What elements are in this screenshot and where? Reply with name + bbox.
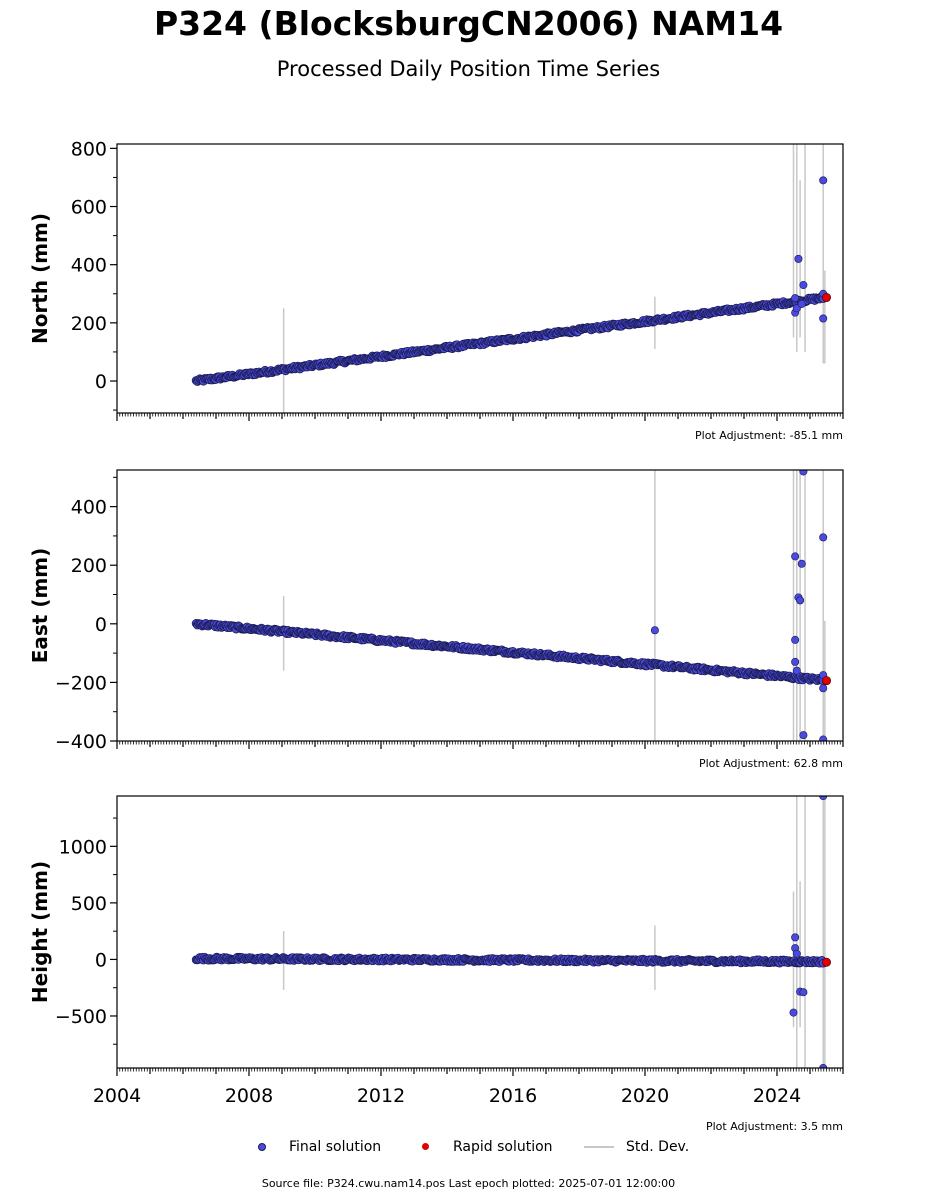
final-outlier-point (789, 1008, 798, 1017)
x-tick-label: 2016 (489, 1085, 537, 1107)
y-tick-label: −500 (55, 1006, 107, 1028)
y-tick-label: 0 (95, 614, 107, 636)
y-tick-label: −200 (55, 672, 107, 694)
legend-final-marker (247, 1137, 277, 1157)
final-outlier-point (799, 470, 808, 476)
y-tick-label: 400 (71, 497, 107, 519)
y-tick-label: 500 (71, 893, 107, 915)
final-outlier-point (799, 281, 808, 290)
x-tick-label: 2008 (225, 1085, 273, 1107)
plot-adjustment-text: Plot Adjustment: 62.8 mm (699, 757, 843, 770)
plot-area (191, 144, 831, 413)
final-series (191, 619, 828, 686)
y-tick-label: 800 (71, 138, 107, 160)
final-series (191, 292, 828, 386)
final-outlier-point (797, 299, 806, 308)
final-outlier-point (792, 949, 801, 958)
x-tick-label: 2012 (357, 1085, 405, 1107)
final-outlier-point (796, 596, 805, 605)
final-outlier-point (791, 635, 800, 644)
y-tick-label: 200 (71, 313, 107, 335)
legend-rapid-label: Rapid solution (453, 1139, 553, 1155)
y-axis-label: East (mm) (28, 548, 52, 664)
final-outlier-point (819, 533, 828, 542)
axes-frame (116, 795, 844, 1069)
legend-rapid-marker (411, 1137, 441, 1157)
source-note: Source file: P324.cwu.nam14.pos Last epo… (261, 1177, 676, 1190)
final-outlier-point (819, 735, 828, 741)
plot-adjustment-text: Plot Adjustment: 3.5 mm (706, 1120, 843, 1133)
legend-rapid: Rapid solution (411, 1137, 553, 1157)
panel-3: −500 0 500 1000 2004 2008 2012 2016 2020 2024 Heig… (28, 795, 844, 1133)
y-axis-label: North (mm) (28, 213, 52, 344)
final-outlier-point (819, 1064, 828, 1068)
y-tick-label: 0 (95, 949, 107, 971)
y-tick-label: 600 (71, 197, 107, 219)
y-tick-label: −400 (55, 731, 107, 753)
x-tick-label: 2020 (621, 1085, 669, 1107)
rapid-point (821, 293, 831, 303)
y-tick-label: 1000 (59, 836, 107, 858)
legend-final: Final solution (247, 1137, 381, 1157)
y-tick-label: 200 (71, 555, 107, 577)
chart-subtitle: Processed Daily Position Time Series (276, 57, 661, 81)
final-outlier-point (799, 731, 808, 740)
legend-stddev-label: Std. Dev. (626, 1139, 690, 1155)
final-outlier-point (792, 666, 801, 675)
final-outlier-point (819, 176, 828, 185)
plot-area (191, 796, 831, 1068)
final-series (191, 952, 828, 968)
final-outlier-point (819, 684, 828, 693)
axes-frame (116, 469, 844, 742)
legend-final-label: Final solution (289, 1139, 382, 1155)
plot-adjustment-text: Plot Adjustment: -85.1 mm (695, 429, 843, 442)
final-outlier-point (791, 933, 800, 942)
rapid-point (821, 957, 831, 967)
x-tick-label: 2004 (93, 1085, 141, 1107)
plot-area (191, 470, 831, 741)
final-outlier-point (791, 657, 800, 666)
final-outlier-point (794, 254, 803, 263)
panel-2: −400 −200 0 200 400 East (mm) Plot Adjustment:… (28, 469, 844, 770)
legend: Final solution Rapid solution Std. Dev. (0, 1137, 937, 1157)
final-outlier-point (791, 552, 800, 561)
final-outlier-point (797, 559, 806, 568)
y-tick-label: 0 (95, 371, 107, 393)
y-tick-label: 400 (71, 255, 107, 277)
legend-stddev: Std. Dev. (584, 1137, 689, 1157)
final-outlier-point (819, 796, 828, 800)
panel-1: 0 200 400 600 800 North (mm) Plot Adjustment: … (28, 138, 844, 442)
rapid-point (821, 676, 831, 686)
chart-title: P324 (BlocksburgCN2006) NAM14 (153, 4, 784, 43)
final-outlier-point (799, 988, 808, 997)
final-outlier-point (819, 314, 828, 323)
final-outlier-point (650, 626, 659, 635)
x-tick-label: 2024 (753, 1085, 801, 1107)
y-axis-label: Height (mm) (28, 861, 52, 1003)
legend-stddev-marker (584, 1137, 614, 1157)
final-outlier-point (791, 294, 800, 303)
